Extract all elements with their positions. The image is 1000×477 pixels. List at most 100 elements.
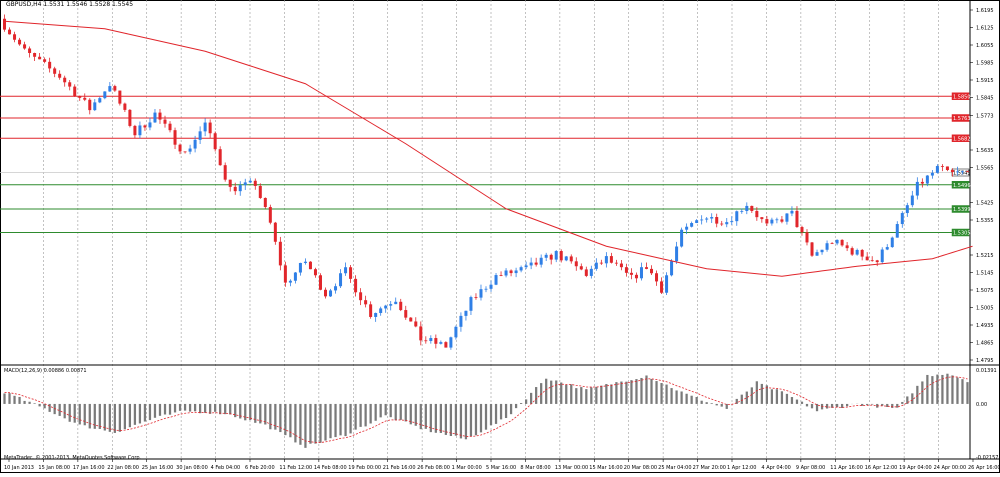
candle-body [374,312,378,317]
candle-body [604,256,608,264]
x-axis-tick-label: 26 Feb 08:00 [417,465,450,471]
copyright-footer: MetaTrader, © 2001-2013, MetaQuotes Soft… [4,455,142,461]
candle-body [820,249,824,253]
candle-body [539,257,543,265]
price-level-label: 1.5545 [953,171,971,177]
moving-average-line [4,20,973,277]
candle-body [334,286,338,291]
candle-body [133,125,137,136]
candle-body [795,210,799,228]
y-axis-tick-label: 1.4935 [976,323,994,329]
y-axis-tick-label: 1.4795 [976,358,994,364]
candle-body [534,262,538,265]
x-axis-tick-label: 26 Apr 16:00 [968,465,1000,471]
candle-body [449,337,453,348]
candle-body [960,171,964,173]
price-level-badge [951,114,970,122]
candle-body [464,310,468,316]
candle-body [98,98,102,103]
candle-body [650,268,654,274]
candle-body [830,243,834,245]
price-level-badge [951,134,970,142]
candle-body [158,112,162,120]
candle-body [524,265,528,268]
candle-body [900,213,904,225]
candle-body [945,166,949,171]
candle-body [865,256,869,261]
candle-body [213,133,217,150]
candle-body [113,86,117,91]
candle-body [705,218,709,220]
candle-body [860,249,864,257]
candle-body [93,102,97,111]
price-level-badge [951,205,970,213]
candle-body [675,246,679,262]
candle-body [579,266,583,270]
price-level-badge [951,181,970,189]
candle-body [103,91,107,99]
candle-body [68,82,72,87]
candle-body [614,262,618,264]
candle-body [740,210,744,212]
price-level-label: 1.5305 [953,231,971,237]
x-axis-tick-label: 14 Feb 08:00 [314,465,347,471]
candle-body [298,262,302,273]
candle-body [288,280,292,283]
candle-body [178,144,182,152]
candle-body [494,275,498,285]
macd-label: MACD(12,26,9) 0.00886 0.00871 [4,368,87,374]
y-axis-tick-label: 1.6125 [976,26,994,32]
y-axis-tick-label: 1.5915 [976,78,994,84]
candle-body [599,262,603,264]
candle-body [63,77,67,83]
candle-body [584,269,588,276]
candle-body [840,239,844,246]
x-axis-tick-label: 30 Jan 08:00 [176,465,208,471]
candle-body [504,270,508,276]
candle-body [715,217,719,224]
candle-body [750,205,754,211]
x-axis-tick-label: 27 Mar 20:00 [693,465,726,471]
symbol-info: GBPUSD,H4 1.5531 1.5546 1.5528 1.5545 [6,1,134,8]
candle-body [589,268,593,276]
candle-body [850,248,854,255]
x-axis-tick-label: 11 Feb 12:00 [279,465,312,471]
candle-body [810,242,814,256]
candle-body [915,181,919,196]
candle-body [153,112,157,123]
y-axis-tick-label: 1.5773 [976,114,994,120]
candle-body [609,256,613,263]
x-axis-tick-label: 4 Apr 04:00 [761,465,790,471]
candle-body [394,301,398,305]
candle-body [509,270,513,274]
price-level-label: 1.5399 [953,207,971,213]
candle-body [755,210,759,218]
candle-body [484,288,488,290]
y-axis-tick-label: 1.5565 [976,166,994,172]
candle-body [33,53,37,57]
candle-body [429,338,433,342]
candle-body [574,261,578,267]
x-axis-tick-label: 17 Jan 16:00 [73,465,105,471]
candle-body [685,226,689,230]
y-axis-tick-label: 1.5005 [976,306,994,312]
candle-body [825,243,829,250]
candle-body [950,170,954,173]
candle-body [434,338,438,344]
candle-body [544,254,548,258]
candle-body [690,223,694,227]
price-level-label: 1.5850 [953,94,971,100]
candle-body [344,267,348,274]
candle-body [218,149,222,166]
candle-body [243,182,247,186]
candle-body [28,48,32,54]
candle-body [519,267,523,271]
candle-body [48,61,52,69]
candle-body [379,308,383,313]
candle-body [725,222,729,225]
x-axis-tick-label: 16 Apr 12:00 [865,465,898,471]
candle-body [634,274,638,279]
